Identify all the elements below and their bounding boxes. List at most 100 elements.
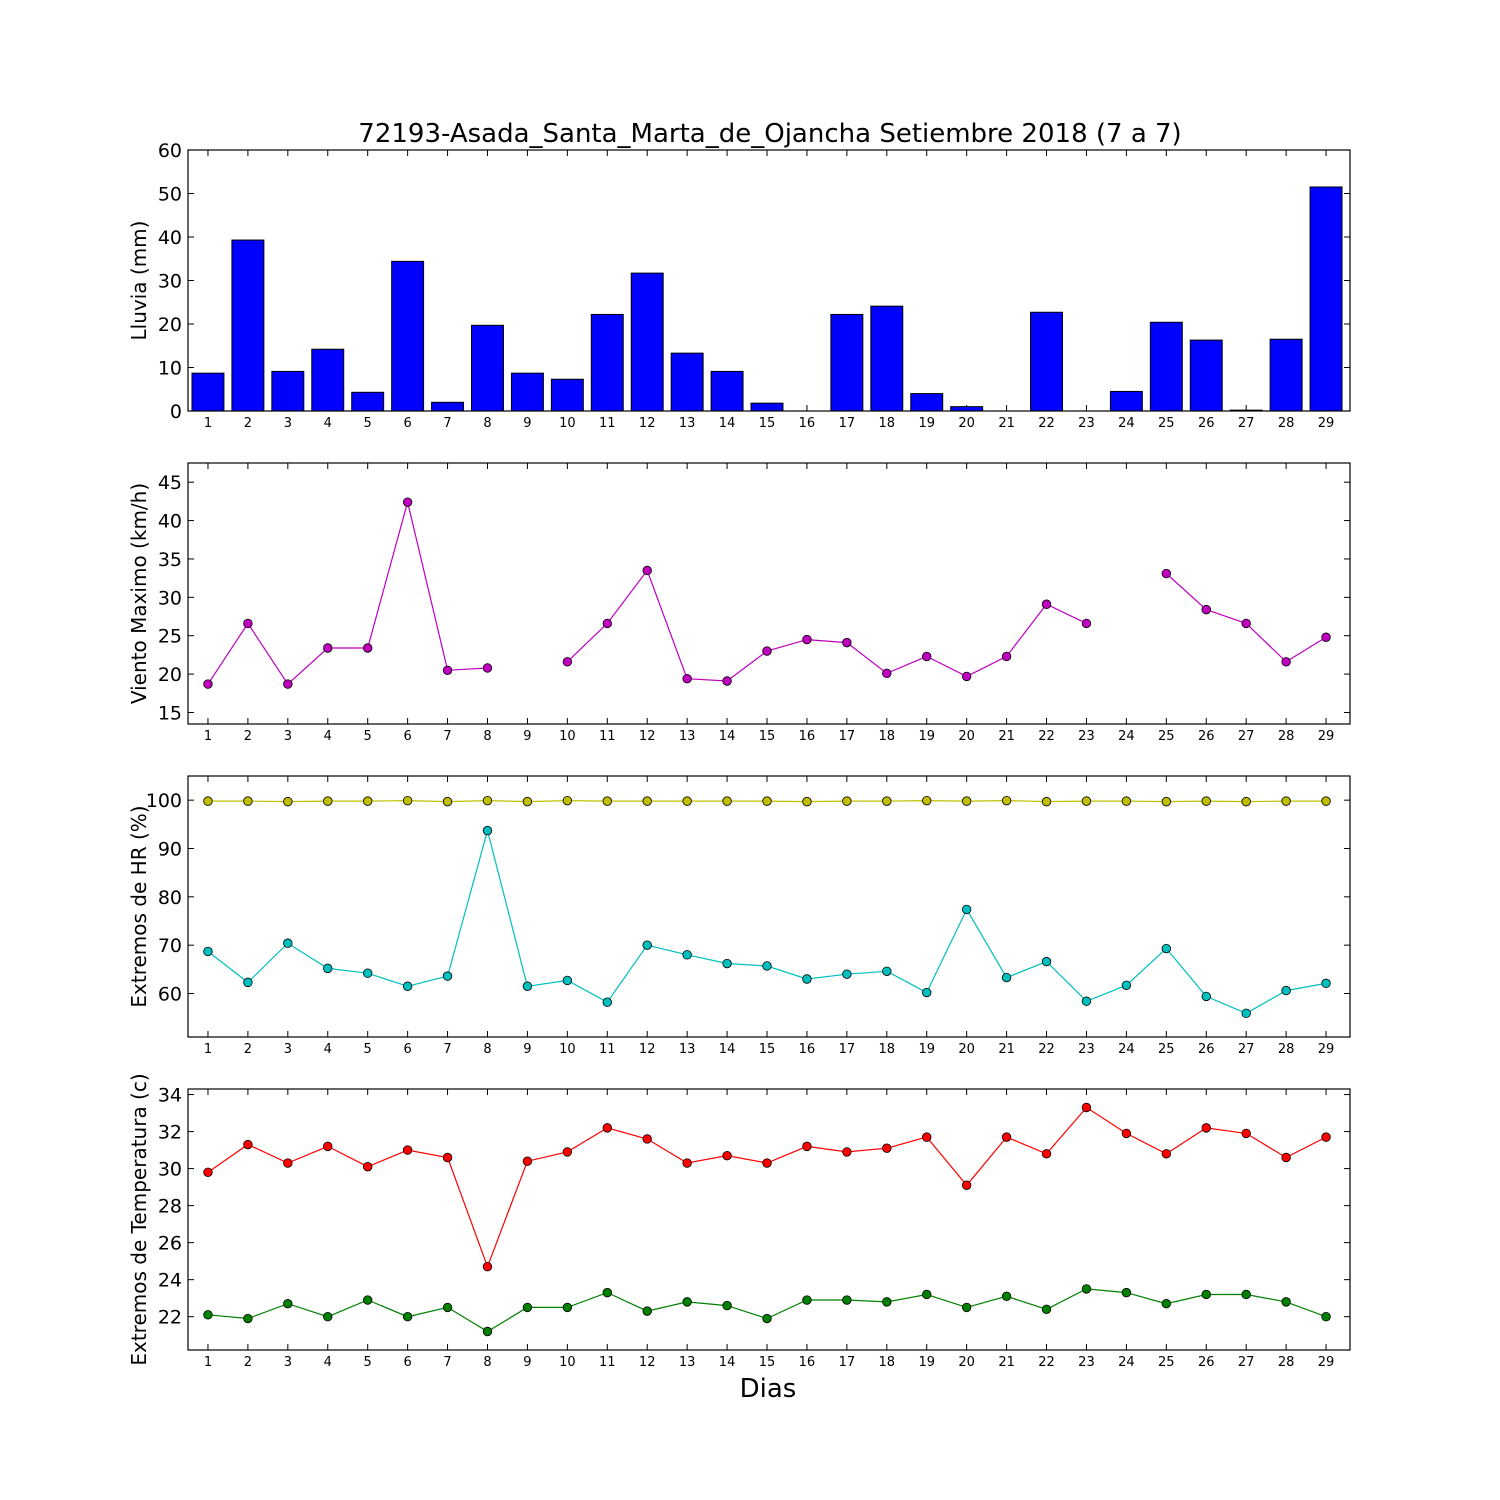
bar — [710, 370, 744, 412]
data-point — [402, 1145, 413, 1155]
data-point — [203, 946, 213, 957]
data-point — [1281, 985, 1291, 996]
x-tick-label: 10 — [559, 729, 576, 744]
bar — [630, 272, 664, 412]
data-point — [1281, 1152, 1291, 1163]
data-point — [402, 981, 413, 991]
x-tick-label: 20 — [958, 1355, 975, 1370]
data-point — [922, 651, 932, 662]
x-tick-label: 9 — [523, 1042, 531, 1057]
data-point — [1201, 604, 1211, 615]
x-tick-label: 9 — [523, 729, 531, 744]
y-tick-label: 45 — [158, 472, 182, 494]
data-point — [1041, 956, 1052, 967]
y-tick-label: 20 — [158, 314, 182, 336]
x-tick-label: 20 — [958, 1042, 975, 1057]
x-tick-label: 23 — [1078, 729, 1095, 744]
y-tick-label: 100 — [146, 790, 182, 812]
data-point — [1001, 1291, 1012, 1302]
data-point — [1081, 996, 1092, 1006]
x-tick-label: 13 — [679, 416, 696, 431]
y-tick-label: 30 — [158, 271, 182, 293]
data-point — [922, 1289, 932, 1300]
data-point — [762, 1313, 772, 1324]
data-point — [602, 618, 612, 629]
x-tick-label: 14 — [719, 1355, 736, 1370]
data-point — [562, 1147, 573, 1157]
y-tick-label: 80 — [158, 887, 182, 909]
y-tick-label: 22 — [158, 1307, 182, 1329]
x-tick-label: 28 — [1278, 1042, 1295, 1057]
x-tick-label: 17 — [839, 1042, 856, 1057]
bar — [1189, 339, 1223, 412]
data-point — [283, 796, 293, 807]
x-tick-label: 27 — [1238, 1042, 1255, 1057]
data-point — [1241, 1289, 1251, 1300]
x-tick-label: 9 — [523, 1355, 531, 1370]
x-tick-label: 25 — [1158, 729, 1175, 744]
x-tick-label: 24 — [1118, 729, 1135, 744]
data-point — [1121, 1287, 1132, 1298]
data-point — [1161, 568, 1172, 579]
x-axis-label: Dias — [740, 1374, 797, 1404]
data-point — [1321, 796, 1331, 806]
data-point — [602, 1123, 612, 1133]
data-point — [1161, 943, 1172, 954]
data-point — [323, 796, 333, 806]
x-tick-label: 29 — [1318, 416, 1335, 431]
data-point — [562, 975, 573, 986]
x-tick-label: 26 — [1198, 1355, 1215, 1370]
x-tick-label: 24 — [1118, 1042, 1135, 1057]
data-point — [842, 1147, 852, 1157]
data-point — [283, 1299, 293, 1309]
data-point — [842, 969, 852, 979]
data-point — [842, 1295, 852, 1305]
data-point — [243, 1313, 253, 1324]
x-tick-label: 22 — [1038, 1042, 1055, 1057]
data-point — [922, 795, 932, 806]
data-point — [442, 665, 453, 675]
y-tick-label: 26 — [158, 1233, 182, 1255]
x-tick-label: 11 — [599, 729, 616, 744]
x-tick-label: 25 — [1158, 1355, 1175, 1370]
x-tick-label: 12 — [639, 1355, 656, 1370]
x-tick-label: 7 — [443, 1042, 451, 1057]
x-tick-label: 21 — [998, 729, 1015, 744]
data-point — [682, 674, 692, 684]
x-tick-label: 16 — [799, 1355, 816, 1370]
x-tick-label: 27 — [1238, 416, 1255, 431]
y-tick-label: 70 — [158, 935, 182, 957]
x-tick-label: 29 — [1318, 729, 1335, 744]
data-point — [642, 565, 652, 576]
x-tick-label: 22 — [1038, 416, 1055, 431]
bar — [590, 313, 624, 412]
x-tick-label: 26 — [1198, 1042, 1215, 1057]
data-point — [402, 497, 413, 507]
x-tick-label: 1 — [204, 729, 212, 744]
x-tick-label: 5 — [364, 1355, 372, 1370]
x-tick-label: 3 — [284, 1042, 292, 1057]
data-point — [961, 796, 972, 806]
y-tick-label: 40 — [158, 227, 182, 249]
data-point — [283, 679, 293, 689]
data-point — [243, 618, 253, 629]
x-tick-label: 15 — [759, 1042, 776, 1057]
y-tick-label: 90 — [158, 839, 182, 861]
y-tick-label: 15 — [158, 702, 182, 724]
x-tick-label: 18 — [879, 1042, 896, 1057]
x-tick-label: 12 — [639, 416, 656, 431]
y-tick-label: 50 — [158, 184, 182, 206]
data-point — [1001, 795, 1012, 806]
data-point — [682, 1158, 692, 1168]
x-tick-label: 10 — [559, 416, 576, 431]
data-point — [1001, 1132, 1012, 1142]
x-tick-label: 20 — [958, 729, 975, 744]
x-tick-label: 14 — [719, 729, 736, 744]
y-tick-label: 28 — [158, 1196, 182, 1218]
bar — [191, 372, 225, 412]
x-tick-label: 6 — [403, 1355, 411, 1370]
data-point — [522, 981, 533, 991]
